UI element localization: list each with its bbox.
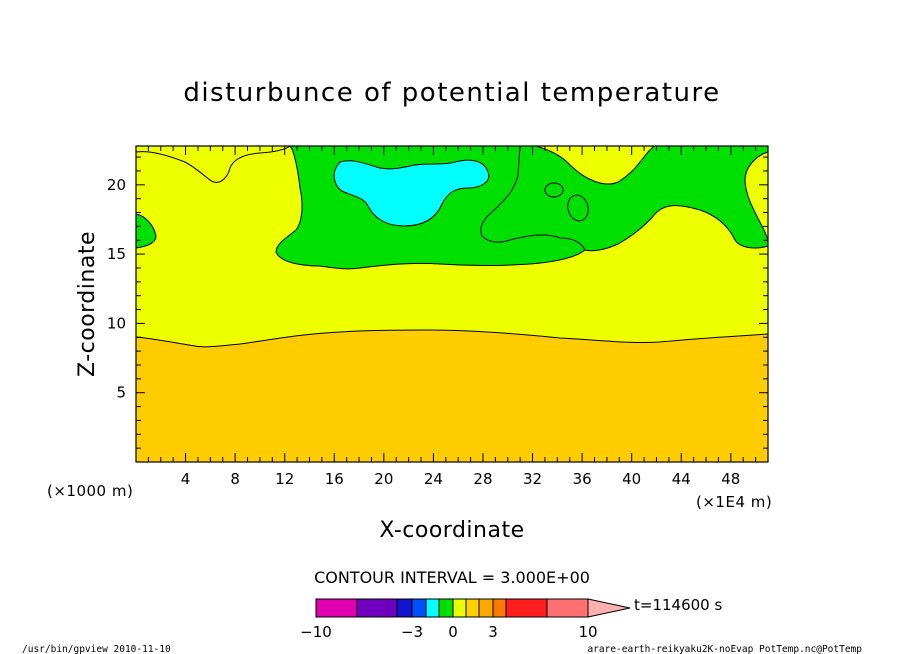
time-label: t=114600 s: [634, 596, 722, 614]
x-tick-label: 24: [424, 470, 443, 488]
colorbar: [315, 598, 631, 618]
colorbar-arrow: [587, 598, 631, 618]
colorbar-tick-label: −10: [300, 623, 332, 641]
contour-region-core: [334, 160, 489, 226]
colorbar-segment: [546, 598, 589, 618]
contour-region-upper-top-left: [136, 146, 290, 183]
x-tick-label: 40: [622, 470, 641, 488]
colorbar-segment: [438, 598, 454, 618]
colorbar-tick-label: 10: [578, 623, 597, 641]
x-axis: 4 8 12 16 20 24 28 32 36 40 44 48: [147, 146, 757, 488]
colorbar-segment: [478, 598, 494, 618]
colorbar-segment: [356, 598, 398, 618]
y-tick-label: 20: [107, 176, 126, 194]
plot-frame: [135, 145, 769, 463]
y-tick-label: 15: [107, 245, 126, 263]
x-tick-label: 48: [721, 470, 740, 488]
x-tick-label: 20: [374, 470, 393, 488]
x-tick-label: 28: [473, 470, 492, 488]
colorbar-tick-label: 0: [448, 623, 458, 641]
colorbar-segment: [396, 598, 413, 618]
contour-island-b: [567, 195, 589, 221]
x-unit-left: (×1000 m): [47, 482, 133, 500]
colorbar-segment: [492, 598, 507, 618]
x-tick-label: 16: [325, 470, 344, 488]
y-tick-label: 5: [116, 384, 126, 402]
colorbar-segment: [452, 598, 467, 618]
x-tick-label: 8: [230, 470, 240, 488]
colorbar-tick-label: −3: [401, 623, 423, 641]
x-axis-label: X-coordinate: [379, 518, 524, 543]
x-tick-label: 44: [672, 470, 691, 488]
y-tick-label: 10: [107, 314, 126, 332]
colorbar-segment: [425, 598, 440, 618]
contour-island-a: [545, 183, 563, 197]
colorbar-segment: [505, 598, 548, 618]
contour-region-upper: [136, 146, 768, 251]
x-unit-right: (×1E4 m): [696, 493, 772, 511]
x-tick-label: 4: [181, 470, 191, 488]
y-axis-label: Z-coordinate: [75, 231, 100, 377]
contour-interval-label: CONTOUR INTERVAL = 3.000E+00: [314, 568, 590, 587]
x-tick-label: 32: [523, 470, 542, 488]
colorbar-segment: [315, 598, 358, 618]
footer-left: /usr/bin/gpview 2010-11-10: [22, 644, 171, 654]
footer-right: arare-earth-reikyaku2K-noEvap_PotTemp.nc…: [587, 644, 862, 654]
contour-region-left-bulge: [136, 214, 156, 248]
colorbar-ticks: −10 −3 0 3 10: [300, 623, 597, 641]
y-axis: 5 10 15 20: [107, 156, 768, 449]
x-tick-label: 36: [573, 470, 592, 488]
colorbar-tick-label: 3: [488, 623, 498, 641]
x-tick-label: 12: [275, 470, 294, 488]
colorbar-segment: [411, 598, 427, 618]
colorbar-segment: [465, 598, 480, 618]
contour-lines: [136, 146, 768, 348]
chart-title: disturbunce of potential temperature: [183, 78, 720, 108]
